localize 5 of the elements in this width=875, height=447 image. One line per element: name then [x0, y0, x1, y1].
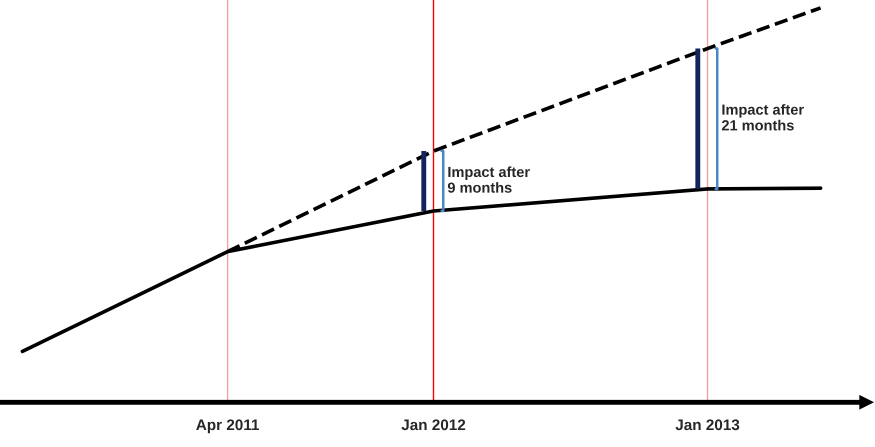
x-tick-label: Jan 2012	[401, 419, 466, 430]
annotation: Impact after 21 months	[722, 104, 804, 130]
x-tick-label: Jan 2013	[675, 419, 740, 430]
annotation: Impact after 9 months	[448, 166, 530, 193]
x-tick-label: Apr 2011	[196, 419, 260, 434]
